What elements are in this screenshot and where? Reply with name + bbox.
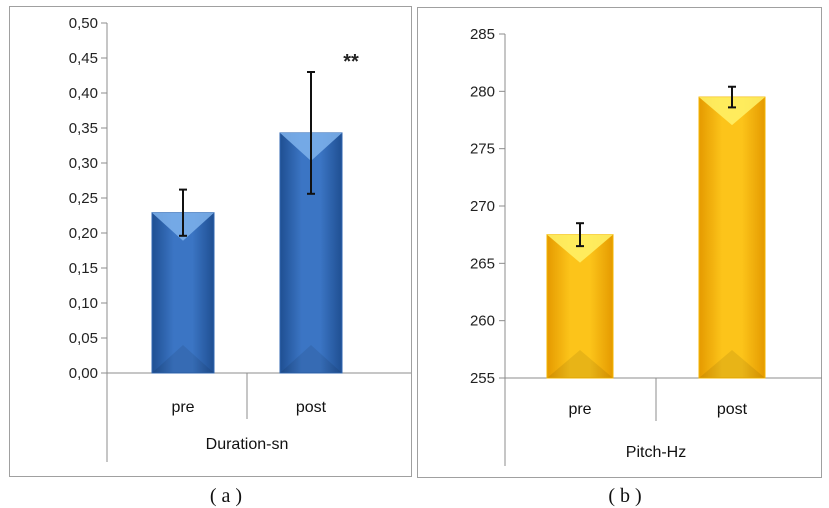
category-label-post: post [296, 399, 327, 416]
y-tick-label: 0,15 [69, 260, 98, 277]
bar-highlight [699, 97, 765, 126]
panel-b-chart: 255 260 265 270 275 280 285 pre post Pitch-Hz [470, 26, 822, 466]
y-tick-label: 280 [470, 83, 495, 100]
y-tick-label: 260 [470, 313, 495, 330]
group-label: Pitch-Hz [626, 444, 686, 461]
panel-a-chart: 0,00 0,05 0,10 0,15 0,20 0,25 0,30 0,35 0,40 0,45… [69, 15, 411, 462]
y-tick-label: 270 [470, 198, 495, 215]
y-tick-label: 0,10 [69, 295, 98, 312]
bar-bevel [699, 350, 765, 378]
y-tick-label: 0,40 [69, 85, 98, 102]
y-tick-label: 285 [470, 26, 495, 43]
group-label: Duration-sn [206, 436, 289, 453]
y-tick-label: 0,05 [69, 330, 98, 347]
bar-post [698, 96, 766, 379]
bar-bevel [547, 350, 613, 378]
significance-annotation: ** [343, 51, 359, 73]
y-tick-label: 0,00 [69, 365, 98, 382]
caption-a: ( a ) [210, 485, 242, 507]
bar-bevel [152, 345, 214, 373]
y-tick-label: 0,45 [69, 50, 98, 67]
category-label-pre: pre [171, 399, 194, 416]
bar-bevel [280, 345, 342, 373]
category-label-post: post [717, 401, 748, 418]
y-tick-label: 0,50 [69, 15, 98, 32]
category-label-pre: pre [568, 401, 591, 418]
y-tick-label: 265 [470, 255, 495, 272]
y-tick-label: 0,20 [69, 225, 98, 242]
bar-highlight [547, 234, 613, 263]
y-tick-label: 0,25 [69, 190, 98, 207]
y-tick-label: 275 [470, 141, 495, 158]
y-tick-label: 255 [470, 370, 495, 387]
caption-b: ( b ) [608, 485, 641, 507]
y-tick-label: 0,35 [69, 120, 98, 137]
y-tick-label: 0,30 [69, 155, 98, 172]
